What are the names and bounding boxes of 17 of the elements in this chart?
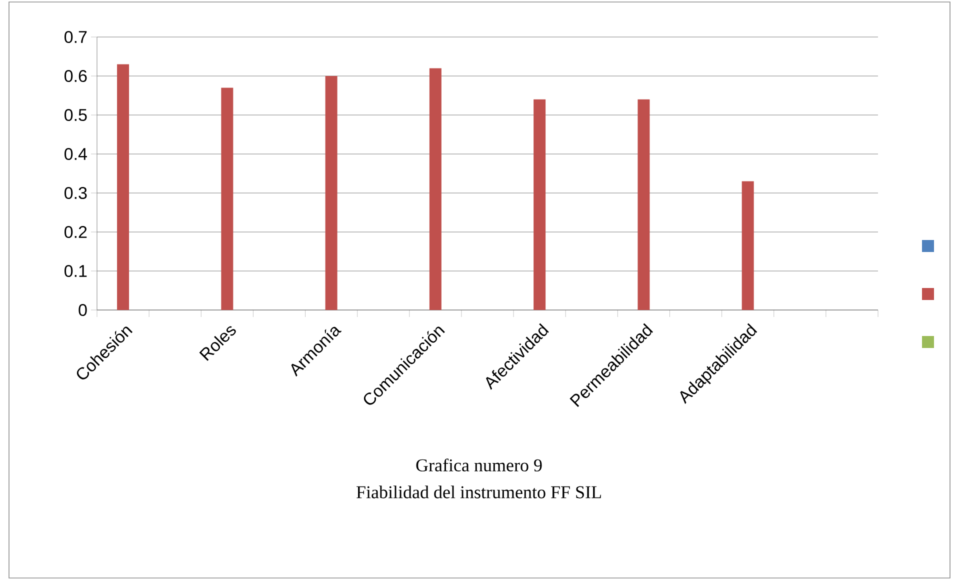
bar (325, 76, 338, 310)
y-tick-label: 0 (78, 304, 87, 316)
bar (221, 88, 234, 310)
bar (742, 181, 754, 310)
bar (429, 68, 442, 310)
bar (534, 99, 546, 310)
text: Fiabilidad del instrumento FF SIL (356, 486, 601, 498)
y-tick-label: 0.4 (64, 148, 87, 160)
y-tick-label: 0.6 (64, 70, 87, 82)
y-tick-label: 0.5 (64, 108, 87, 122)
bar (638, 99, 650, 310)
y-tick-label: 0.2 (64, 226, 87, 238)
y-tick-label: 0.1 (64, 264, 87, 278)
text: Grafica numero 9 (416, 458, 542, 472)
bar (117, 64, 130, 310)
y-tick-label: 0.3 (64, 186, 87, 200)
y-tick-label: 0.7 (64, 30, 87, 44)
